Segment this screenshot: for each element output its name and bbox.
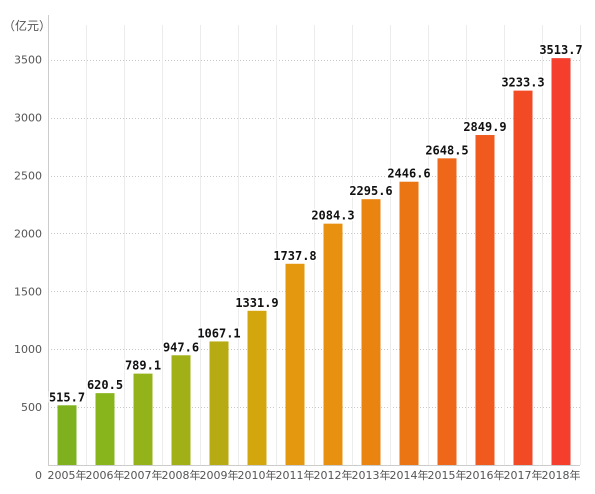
x-tick-label: 2015年	[428, 468, 467, 482]
bar	[361, 199, 381, 466]
bar	[57, 405, 77, 465]
y-tick-labels: 0 500 1000 1500 2000 2500 3000 3500	[14, 54, 42, 482]
bar	[285, 263, 305, 465]
bar	[475, 135, 495, 465]
data-label: 1331.9	[235, 296, 278, 310]
y-unit-label: （亿元）	[3, 18, 51, 33]
bar	[551, 58, 571, 466]
data-label: 620.5	[87, 378, 123, 392]
data-label: 515.7	[49, 390, 85, 404]
bar	[323, 223, 343, 465]
y-tick-label: 1000	[14, 343, 42, 356]
bar	[171, 355, 191, 465]
bar	[247, 310, 267, 465]
bar	[95, 393, 115, 465]
x-tick-label: 2013年	[352, 468, 391, 482]
data-label: 1067.1	[197, 326, 240, 340]
y-tick-label: 0	[35, 469, 42, 482]
x-tick-label: 2017年	[504, 468, 543, 482]
data-label: 789.1	[125, 359, 161, 373]
x-tick-label: 2014年	[390, 468, 429, 482]
data-label: 2084.3	[311, 209, 354, 223]
x-tick-label: 2007年	[124, 468, 163, 482]
y-tick-label: 2000	[14, 227, 42, 240]
x-tick-label: 2006年	[86, 468, 125, 482]
data-label: 947.6	[163, 340, 199, 354]
y-tick-label: 1500	[14, 285, 42, 298]
data-label: 1737.8	[273, 249, 316, 263]
x-tick-label: 2018年	[542, 468, 581, 482]
y-tick-label: 3500	[14, 54, 42, 67]
data-label: 2295.6	[349, 184, 392, 198]
chart-vertical-grid	[86, 25, 581, 465]
x-tick-label: 2008年	[162, 468, 201, 482]
bar	[209, 341, 229, 465]
x-tick-label: 2010年	[238, 468, 277, 482]
y-tick-label: 2500	[14, 170, 42, 183]
data-label: 3233.3	[501, 76, 544, 90]
bar	[513, 90, 533, 466]
x-tick-label: 2012年	[314, 468, 353, 482]
data-label: 2446.6	[387, 167, 430, 181]
bar	[437, 158, 457, 465]
bars	[57, 58, 571, 466]
data-label: 2648.5	[425, 143, 468, 157]
x-tick-label: 2009年	[200, 468, 239, 482]
data-label: 2849.9	[463, 120, 506, 134]
bar	[133, 373, 153, 465]
bar	[399, 181, 419, 465]
y-tick-label: 500	[21, 401, 42, 414]
x-tick-label: 2011年	[276, 468, 315, 482]
data-label: 3513.7	[539, 43, 582, 57]
y-tick-label: 3000	[14, 112, 42, 125]
x-tick-labels: 2005年 2006年 2007年 2008年 2009年 2010年 2011年 2012年…	[48, 468, 581, 482]
x-tick-label: 2005年	[48, 468, 87, 482]
x-tick-label: 2016年	[466, 468, 505, 482]
